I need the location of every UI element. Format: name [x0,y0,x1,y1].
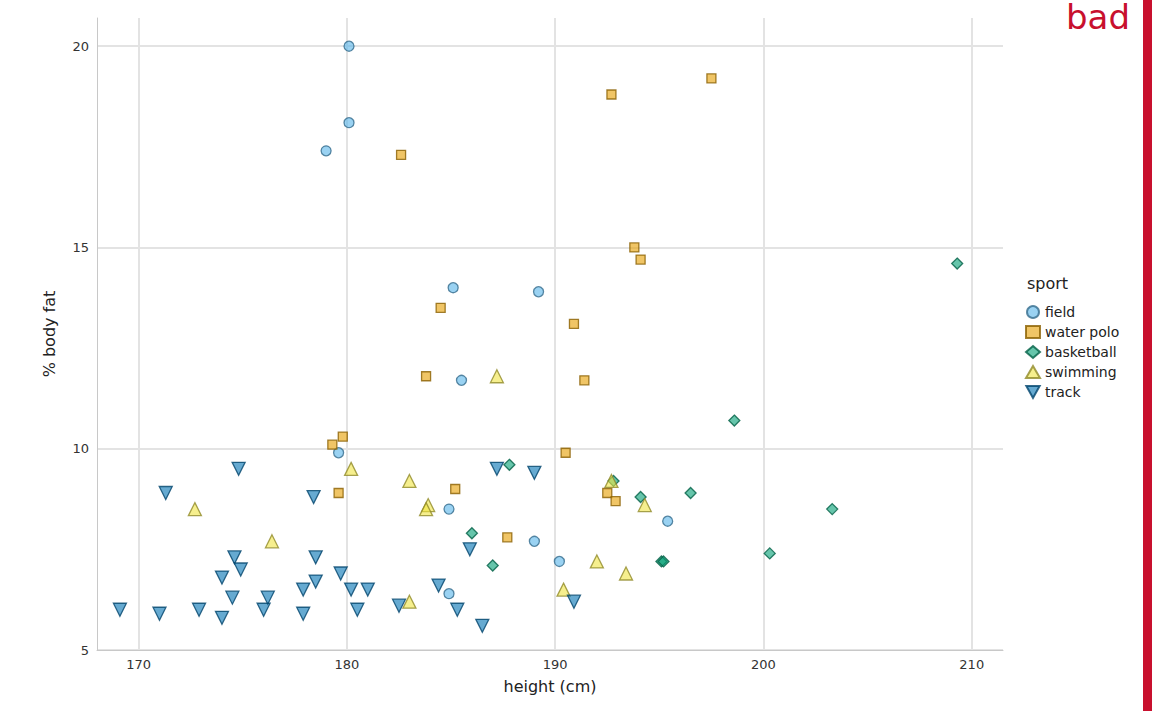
svg-text:track: track [1045,384,1082,400]
svg-text:sport: sport [1027,274,1068,293]
svg-text:200: 200 [751,657,776,672]
svg-text:10: 10 [72,441,89,456]
svg-text:15: 15 [72,240,89,255]
svg-text:5: 5 [81,643,89,658]
svg-text:bad: bad [1066,0,1130,37]
svg-text:basketball: basketball [1045,344,1117,360]
svg-text:190: 190 [543,657,568,672]
svg-text:swimming: swimming [1045,364,1117,380]
svg-text:height (cm): height (cm) [504,677,597,696]
svg-text:% body fat: % body fat [40,291,59,378]
svg-text:180: 180 [335,657,360,672]
svg-text:water polo: water polo [1045,324,1119,340]
svg-text:210: 210 [959,657,984,672]
svg-text:20: 20 [72,39,89,54]
svg-text:field: field [1045,304,1075,320]
svg-text:170: 170 [126,657,151,672]
